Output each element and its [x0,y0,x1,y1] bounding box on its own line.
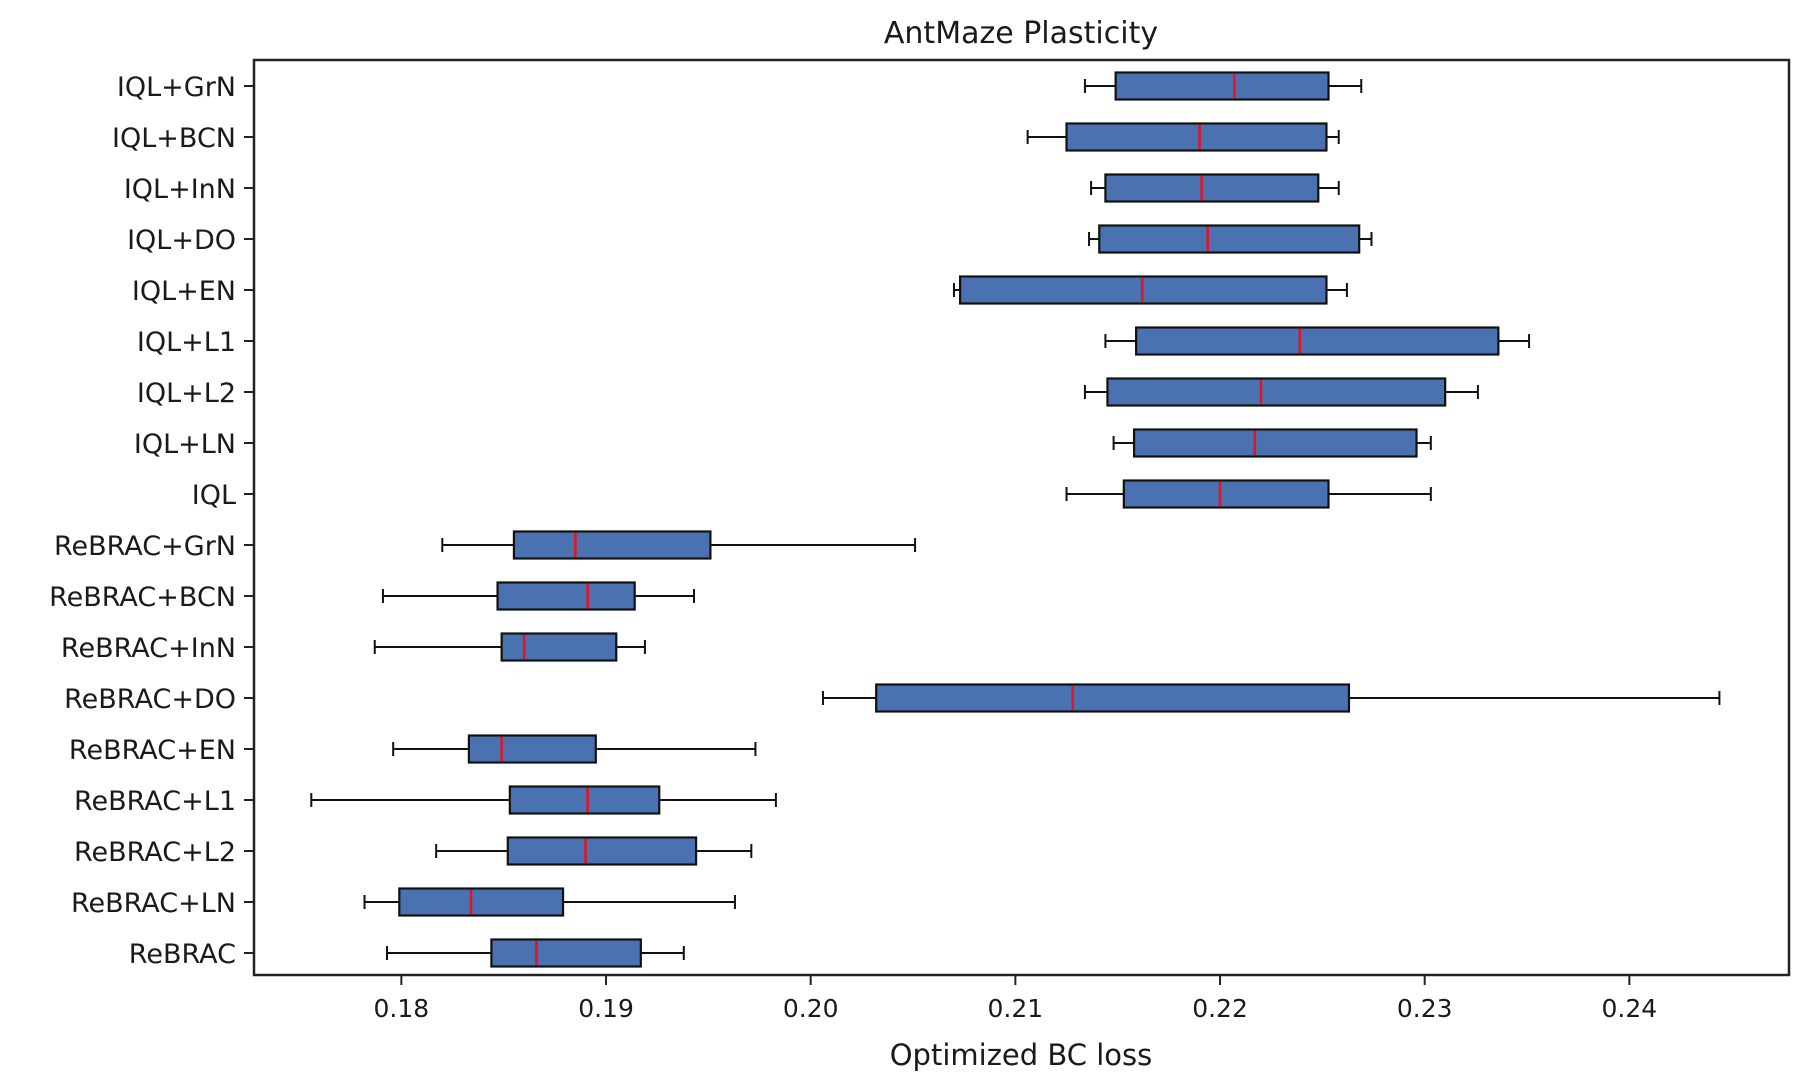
box-rebrac-do [821,683,1721,713]
iqr-box [1114,71,1330,101]
x-tick-label: 0.20 [783,994,839,1023]
y-tick-label: IQL+BCN [112,123,236,154]
y-tick-label: IQL+L1 [137,327,236,358]
y-tick-label: IQL+L2 [137,378,236,409]
x-axis-label: Optimized BC loss [890,1038,1153,1072]
y-tick-label: IQL+LN [134,429,236,460]
iqr-box [1106,377,1447,407]
y-tick-label: ReBRAC+LN [71,888,236,919]
y-tick-label: ReBRAC+InN [61,633,236,664]
box-rebrac [386,938,685,968]
box-iql-grn [1083,71,1363,101]
y-tick-label: ReBRAC [129,939,236,970]
iqr-box [1132,428,1418,458]
box-rebrac-ln [363,887,736,917]
iqr-box [500,632,618,662]
y-tick-label: ReBRAC+GrN [54,531,236,562]
iqr-box [506,836,698,866]
box-rebrac-inn [373,632,646,662]
iqr-box [1065,122,1328,152]
box-iql-l2 [1083,377,1479,407]
iqr-box [490,938,642,968]
boxes-layer [310,71,1721,968]
iqr-box [467,734,597,764]
box-iql-en [952,275,1348,305]
x-tick-label: 0.22 [1192,994,1248,1023]
plot-frame [252,58,1791,977]
iqr-box [512,530,712,560]
iqr-box [508,785,661,815]
y-tick-label: ReBRAC+DO [64,684,236,715]
box-iql-bcn [1026,122,1340,152]
box-iql-inn [1090,173,1340,203]
box-rebrac-grn [441,530,917,560]
y-tick-label: IQL+DO [127,225,236,256]
iqr-box [1104,173,1320,203]
box-iql-do [1088,224,1373,254]
iqr-box [1098,224,1361,254]
y-tick-label: IQL [192,480,236,511]
box-iql-l1 [1104,326,1531,356]
y-axis-labels: IQL+GrN IQL+BCN IQL+InN IQL+DO IQL+EN IQL+L1 I… [49,72,254,970]
box-rebrac-bcn [381,581,696,611]
y-tick-label: ReBRAC+EN [69,735,236,766]
y-tick-label: ReBRAC+L1 [74,786,236,817]
box-rebrac-en [392,734,757,764]
iqr-box [1135,326,1500,356]
iqr-box [1122,479,1330,509]
x-tick-label: 0.21 [988,994,1044,1023]
iqr-box [875,683,1351,713]
y-tick-label: ReBRAC+L2 [74,837,236,868]
y-tick-label: IQL+InN [124,174,236,205]
y-tick-label: ReBRAC+BCN [49,582,236,613]
iqr-box [398,887,565,917]
x-tick-label: 0.24 [1602,994,1658,1023]
x-tick-label: 0.18 [374,994,430,1023]
box-rebrac-l2 [435,836,753,866]
x-axis-ticks: 0.18 0.19 0.20 0.21 0.22 0.23 0.24 [374,975,1658,1023]
iqr-box [496,581,636,611]
x-tick-label: 0.23 [1397,994,1453,1023]
box-iql-ln [1112,428,1432,458]
box-iql [1065,479,1432,509]
y-tick-label: IQL+EN [132,276,236,307]
box-rebrac-l1 [310,785,777,815]
x-tick-label: 0.19 [578,994,634,1023]
chart-title: AntMaze Plasticity [884,16,1158,51]
y-tick-label: IQL+GrN [117,72,236,103]
